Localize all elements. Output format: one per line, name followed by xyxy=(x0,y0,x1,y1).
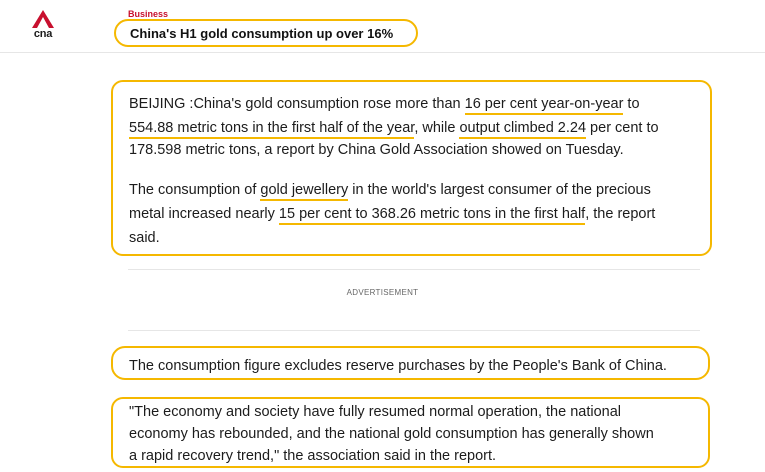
highlight-15-per-cent: 15 per cent to 368.26 metric tons in the… xyxy=(278,206,586,225)
para2-line3: said. xyxy=(129,230,160,246)
highlight-gold-jewellery: gold jewellery xyxy=(260,182,349,201)
para1-line1: BEIJING :China's gold consumption rose m… xyxy=(129,92,640,116)
para4-line2: economy has rebounded, and the national … xyxy=(129,426,654,442)
para1-line3: 178.598 metric tons, a report by China G… xyxy=(129,142,624,158)
para2-line2: metal increased nearly 15 per cent to 36… xyxy=(129,202,655,226)
headline-highlight: China's H1 gold consumption up over 16% xyxy=(114,19,418,47)
para4-line3: a rapid recovery trend," the association… xyxy=(129,448,497,464)
cna-logo-mark xyxy=(32,10,54,28)
para1-line2: 554.88 metric tons in the first half of … xyxy=(129,116,659,140)
highlight-554-tons: 554.88 metric tons in the first half of … xyxy=(129,120,415,139)
highlight-box-1 xyxy=(111,80,712,256)
advertisement-label: ADVERTISEMENT xyxy=(346,288,419,297)
site-header: cna Business China's H1 gold consumption… xyxy=(0,0,765,53)
para2-line1: The consumption of gold jewellery in the… xyxy=(129,178,651,202)
cna-logo[interactable]: cna xyxy=(32,10,54,42)
highlight-16-per-cent: 16 per cent year-on-year xyxy=(464,96,624,115)
highlight-output: output climbed 2.24 xyxy=(459,120,587,139)
highlight-box-2 xyxy=(111,346,710,380)
divider-top xyxy=(128,269,700,270)
section-label[interactable]: Business xyxy=(128,9,169,19)
logo-text: cna xyxy=(33,28,53,40)
para3: The consumption figure excludes reserve … xyxy=(129,358,667,374)
divider-bottom xyxy=(128,330,700,331)
page-title: China's H1 gold consumption up over 16% xyxy=(130,26,394,41)
para4-line1: "The economy and society have fully resu… xyxy=(129,404,621,420)
highlight-box-3 xyxy=(111,397,710,468)
